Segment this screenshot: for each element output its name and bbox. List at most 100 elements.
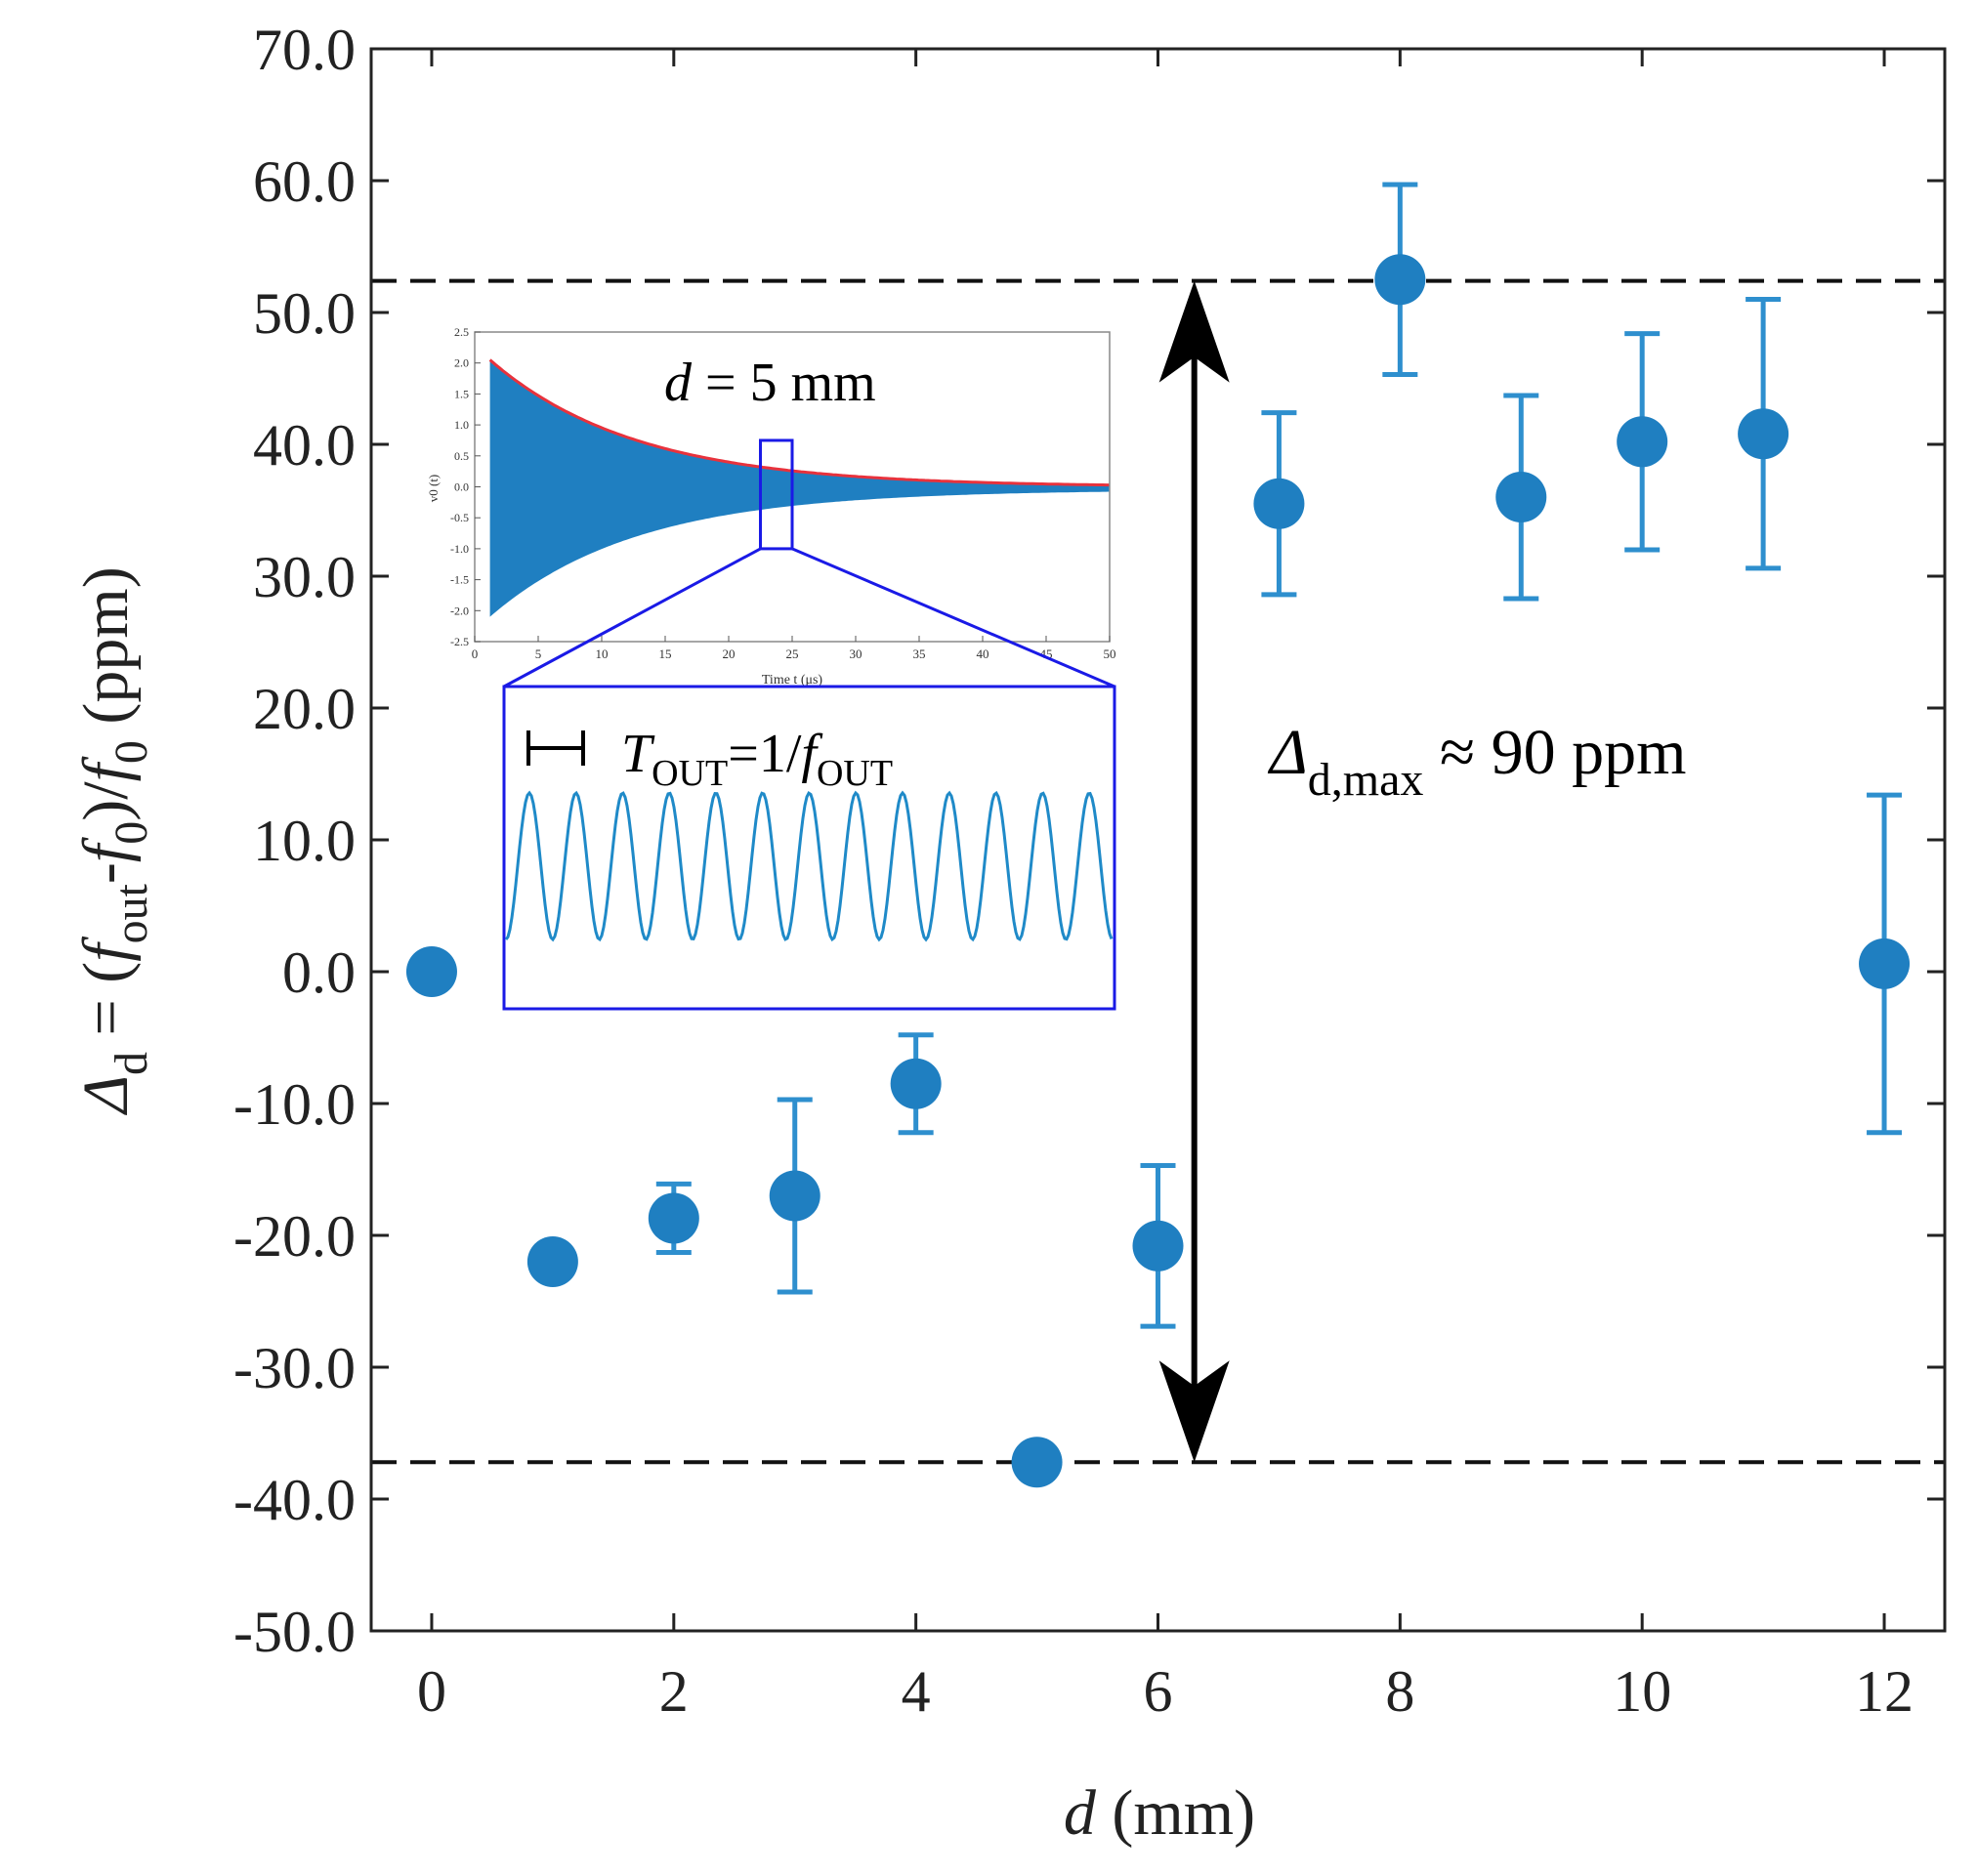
period-marker-icon [526,730,585,766]
inset-xlabel: Time t (μs) [762,673,823,688]
period-label: TOUT=1/fOUT [621,724,893,794]
period-T-sub: OUT [652,753,728,794]
data-point [1132,1220,1184,1272]
data-point [1374,254,1426,306]
inset-x-tick-label: 10 [596,646,609,661]
y-tick-label: 10.0 [253,809,356,873]
inset-y-tick-label: -1.5 [450,573,469,587]
inset-x-tick-label: 35 [913,646,926,661]
x-tick-label: 2 [659,1659,689,1724]
inset-x-tick-label: 40 [977,646,989,661]
data-point [1738,408,1789,460]
zoom-window [759,438,794,551]
annotation-text: ≈ 90 ppm [1423,717,1686,788]
y-tick-label: -50.0 [233,1600,356,1664]
inset-y-tick-label: 2.5 [454,325,469,339]
data-point [890,1058,942,1109]
inset-signal-fill [489,359,1110,617]
annotation-symbol: Δ [1267,717,1308,788]
y-lhs: Δ [70,1075,142,1116]
inset-y-tick-label: -0.5 [450,511,469,524]
data-point [1859,938,1911,989]
inset-x-tick-label: 15 [659,646,672,661]
data-point [1617,416,1668,468]
inset-title: d = 5 mm [664,353,876,413]
x-tick-label: 0 [417,1659,446,1724]
y-close: )/ [70,781,142,821]
y-tick-label: 70.0 [253,18,356,82]
inset-signal [488,358,1110,617]
data-point [526,1236,578,1287]
x-axis-var: d [1064,1777,1097,1849]
y-eq: = ( [70,962,142,1052]
y-tick-label: 60.0 [253,149,356,214]
y-f1-sub: out [105,883,157,943]
inset-x-tick-label: 0 [472,646,479,661]
zoom-waveform [504,790,1114,942]
y-tick-label: -40.0 [233,1468,356,1532]
inset-x-tick-label: 25 [786,646,799,661]
data-point [1253,478,1305,529]
data-markers [405,254,1911,1488]
y-tick-label: 0.0 [282,940,356,1005]
x-tick-labels: 0 2 4 6 8 10 12 [417,1659,1914,1724]
inset-zoom: TOUT=1/fOUT [502,438,1116,1011]
inset-x-tick-label: 5 [535,646,542,661]
x-tick-label: 12 [1855,1659,1914,1724]
y-tick-labels: 70.0 60.0 50.0 40.0 30.0 20.0 10.0 0.0 -10.0 -20.… [233,18,356,1664]
y-lhs-sub: d [105,1052,157,1075]
inset-x-tick-label: 50 [1104,646,1116,661]
inset-y-tick-label: 1.5 [454,387,469,400]
y-minus: - [70,862,142,884]
period-eq: =1/ [728,724,802,784]
x-tick-label: 6 [1144,1659,1173,1724]
y-f3-sub: 0 [105,740,157,764]
inset-y-tick-label: -2.5 [450,635,469,648]
inset-x-tick-label: 20 [723,646,736,661]
y-unit: (ppm) [70,566,142,740]
zoom-panel [502,685,1116,1011]
y-tick-label: 50.0 [253,281,356,346]
x-axis-unit: (mm) [1096,1777,1255,1849]
arrow-head-down [1158,1360,1230,1463]
zoom-connector-right [791,547,1115,688]
inset-y-tick-label: 0.0 [454,480,469,494]
data-point [1495,472,1547,522]
y-tick-label: -10.0 [233,1072,356,1137]
inset-y-tick-label: -2.0 [450,604,469,617]
y-tick-label: 30.0 [253,545,356,609]
data-point [1011,1437,1063,1488]
inset-envelope [488,358,1110,487]
annotation-subscript: d,max [1308,754,1424,806]
inset-y-tick-label: -1.0 [450,542,469,556]
x-axis-label: d (mm) [1064,1777,1255,1849]
inset-y-tick-label: 0.5 [454,449,469,463]
x-tick-label: 4 [902,1659,931,1724]
max-deviation-annotation: Δd,max ≈ 90 ppm [1267,717,1686,806]
y-tick-label: 20.0 [253,677,356,741]
zoom-connector-left [503,547,762,688]
range-arrow [1158,280,1230,1463]
x-tick-label: 10 [1613,1659,1671,1724]
axis-ticks [371,47,1945,1633]
inset-title-rest: = 5 mm [692,353,876,413]
arrow-head-up [1158,280,1230,383]
reference-lines [371,278,1945,1465]
data-point [648,1192,699,1244]
y-tick-label: -20.0 [233,1204,356,1269]
error-bars [655,182,1903,1329]
data-point [769,1170,820,1222]
y-tick-label: 40.0 [253,413,356,478]
y-axis-label: Δd = (fout-f0)/f0 (ppm) [70,566,157,1115]
inset-plot: 0 5 10 15 20 25 30 35 40 45 502.52.01.51.00.50.0-0… [426,325,1116,688]
inset-y-tick-label: 1.0 [454,418,469,432]
inset-ylabel: v0 (t) [426,475,441,503]
period-T: T [621,724,655,784]
y-tick-label: -30.0 [233,1336,356,1400]
data-point [405,946,457,997]
y-f2-sub: 0 [105,821,157,845]
inset-y-tick-label: 2.0 [454,356,469,370]
plot-frame [369,47,1947,1633]
inset-title-var: d [664,353,693,413]
